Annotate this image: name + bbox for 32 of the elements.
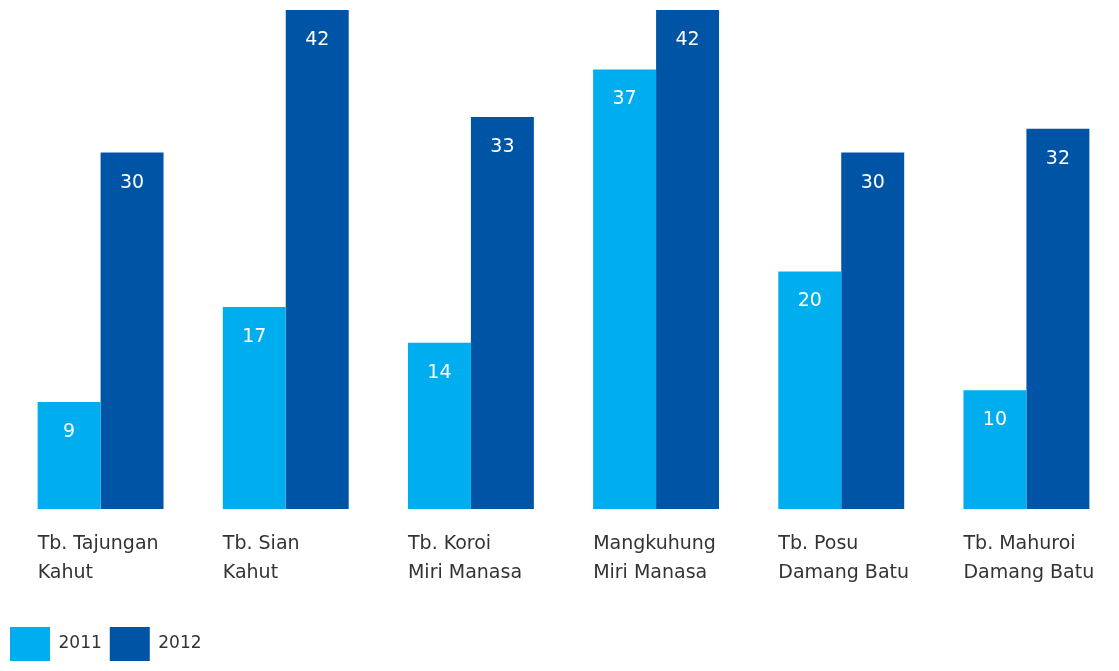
data-label: 30 bbox=[119, 169, 145, 192]
data-label: 33 bbox=[490, 133, 515, 156]
x-tick-label: Tb. Koroi Miri Manasa bbox=[406, 531, 523, 583]
data-label: 9 bbox=[63, 419, 76, 442]
x-tick-label: Tb. Posu Damang Batu bbox=[777, 531, 910, 583]
data-label: 30 bbox=[860, 169, 885, 192]
bar bbox=[407, 342, 471, 509]
x-tick-label: Tb. Tajungan Kahut bbox=[36, 531, 159, 583]
bar bbox=[285, 10, 349, 509]
bar bbox=[222, 307, 286, 509]
legend-label: 2012 bbox=[158, 632, 202, 653]
data-label: 14 bbox=[427, 359, 452, 382]
bar bbox=[778, 271, 842, 509]
bar bbox=[470, 116, 534, 509]
data-label: 42 bbox=[305, 26, 330, 49]
bar bbox=[656, 10, 720, 509]
data-label: 42 bbox=[675, 26, 700, 49]
x-tick-label: Mangkuhung Miri Manasa bbox=[593, 531, 716, 583]
legend-label: 2011 bbox=[58, 632, 102, 653]
data-label: 32 bbox=[1045, 145, 1070, 168]
data-label: 17 bbox=[242, 323, 267, 346]
x-tick-label: Tb. Sian Kahut bbox=[221, 531, 300, 583]
bar bbox=[841, 152, 905, 509]
bar bbox=[963, 390, 1027, 509]
data-label: 10 bbox=[982, 407, 1008, 430]
bar bbox=[1026, 128, 1090, 509]
data-label: 20 bbox=[797, 288, 822, 311]
bar bbox=[593, 69, 657, 509]
data-label: 37 bbox=[612, 86, 637, 109]
bar bbox=[100, 152, 164, 509]
x-tick-label: Tb. Mahuroi Damang Batu bbox=[962, 531, 1095, 583]
bar bbox=[37, 402, 101, 509]
